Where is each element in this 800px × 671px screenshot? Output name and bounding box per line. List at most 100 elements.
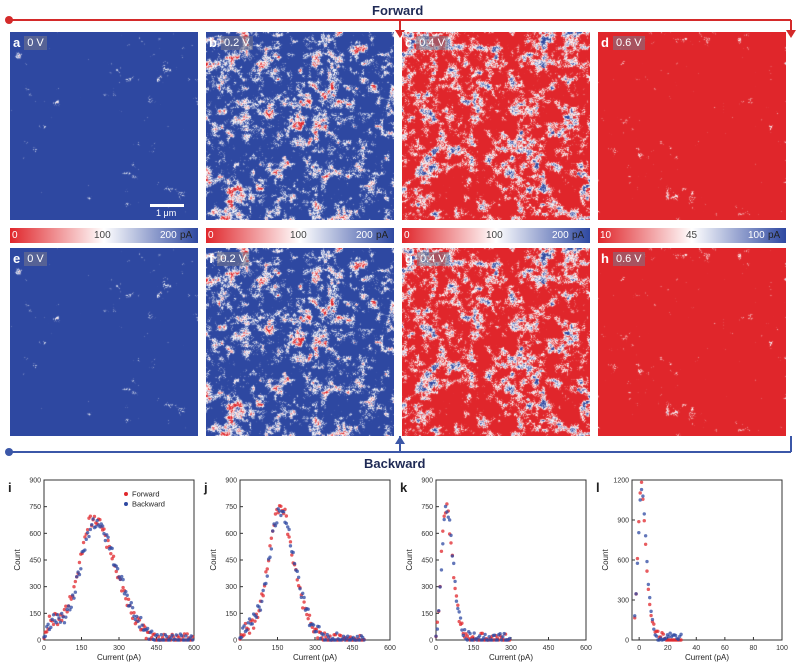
colorbar-tick-min: 0 (404, 230, 410, 241)
data-point (492, 633, 497, 637)
colorbar-unit: pA (768, 230, 781, 241)
data-point (54, 620, 58, 625)
x-tick-label: 600 (188, 645, 200, 652)
data-point (335, 631, 339, 635)
y-tick-label: 600 (29, 531, 41, 538)
data-point (301, 591, 305, 596)
data-point (643, 542, 648, 546)
x-axis-label: Current (pA) (293, 653, 337, 662)
data-point (114, 569, 118, 574)
histogram-svg: l 0 20 40 60 80 100 0 300 600 900 1200 Current (pA) C… (596, 478, 788, 663)
data-point (47, 614, 52, 618)
data-point (311, 623, 316, 627)
data-point (438, 585, 442, 589)
plot-frame (435, 479, 587, 641)
data-point (281, 510, 286, 514)
data-point (150, 629, 154, 633)
data-point (458, 616, 463, 620)
data-point (507, 636, 512, 641)
data-point (190, 638, 195, 642)
data-point (128, 603, 132, 608)
data-point (121, 585, 125, 590)
panel-letter: k (400, 480, 408, 495)
data-point (124, 597, 128, 601)
data-point (284, 521, 289, 526)
current-map-c-canvas (402, 32, 590, 220)
x-tick-label: 300 (113, 645, 125, 652)
data-point (291, 550, 295, 555)
data-point (76, 570, 80, 574)
data-point (184, 634, 188, 638)
x-tick-label: 20 (664, 645, 672, 652)
data-point (299, 595, 304, 600)
data-point (189, 634, 193, 638)
data-point (268, 544, 272, 548)
data-point (302, 595, 306, 600)
data-point (641, 497, 645, 501)
data-point (254, 615, 259, 619)
y-tick-label: 0 (37, 638, 41, 645)
colorbar-4: 10 45 100 pA (598, 228, 786, 243)
data-point (250, 618, 254, 622)
data-point (114, 564, 118, 568)
data-point (477, 634, 482, 638)
colorbar-1: 0 100 200 pA (10, 228, 198, 243)
data-point (94, 525, 98, 529)
data-point (648, 602, 652, 607)
data-point (453, 586, 457, 591)
data-point (170, 633, 174, 638)
data-point (652, 622, 656, 626)
current-map-g: g 0.4 V (402, 248, 590, 436)
colorbar-unit: pA (376, 230, 389, 241)
data-point (268, 555, 272, 559)
data-point (102, 527, 106, 531)
x-tick-label: 40 (692, 645, 700, 652)
x-tick-label: 150 (468, 645, 480, 652)
data-point (51, 622, 56, 627)
data-point (646, 582, 651, 587)
data-point (55, 613, 60, 617)
y-tick-label: 0 (233, 638, 237, 645)
data-point (339, 634, 343, 638)
x-tick-label: 60 (721, 645, 729, 652)
data-point (275, 521, 279, 525)
x-tick-label: 450 (543, 645, 555, 652)
data-point (132, 610, 136, 615)
y-tick-label: 0 (625, 638, 629, 645)
data-point (144, 636, 148, 641)
data-point (147, 637, 151, 641)
data-point (324, 638, 328, 642)
data-point (88, 514, 93, 518)
voltage-label: 0 V (24, 35, 47, 50)
y-tick-label: 750 (29, 504, 41, 511)
histogram-svg: i 0 150 300 450 600 0 150 300 450 600 750 900 Current… (8, 478, 200, 663)
data-point (118, 577, 123, 581)
colorbar-unit: pA (180, 230, 193, 241)
x-tick-label: 150 (76, 645, 88, 652)
data-point (435, 620, 440, 624)
data-point (177, 635, 181, 640)
data-point (239, 635, 244, 640)
data-point (288, 540, 293, 544)
data-point (269, 536, 274, 540)
x-tick-label: 0 (434, 645, 438, 652)
histogram-i: i 0 150 300 450 600 0 150 300 450 600 750 900 Current… (4, 474, 200, 669)
data-point (177, 638, 181, 642)
data-point (286, 532, 290, 537)
colorbar-tick-max: 200 (356, 230, 373, 241)
y-tick-label: 450 (225, 558, 237, 565)
data-point (133, 617, 138, 622)
scale-bar-label: 1 μm (156, 208, 177, 218)
data-point (446, 515, 450, 519)
data-point (434, 634, 438, 638)
data-point (649, 609, 653, 614)
data-point (656, 629, 660, 633)
panel-letter: a (13, 35, 21, 50)
data-point (298, 586, 302, 591)
data-point (73, 590, 78, 594)
plot-frame (631, 479, 783, 641)
data-point (462, 627, 467, 632)
data-point (250, 622, 254, 626)
x-tick-label: 300 (505, 645, 517, 652)
data-point (106, 535, 110, 539)
